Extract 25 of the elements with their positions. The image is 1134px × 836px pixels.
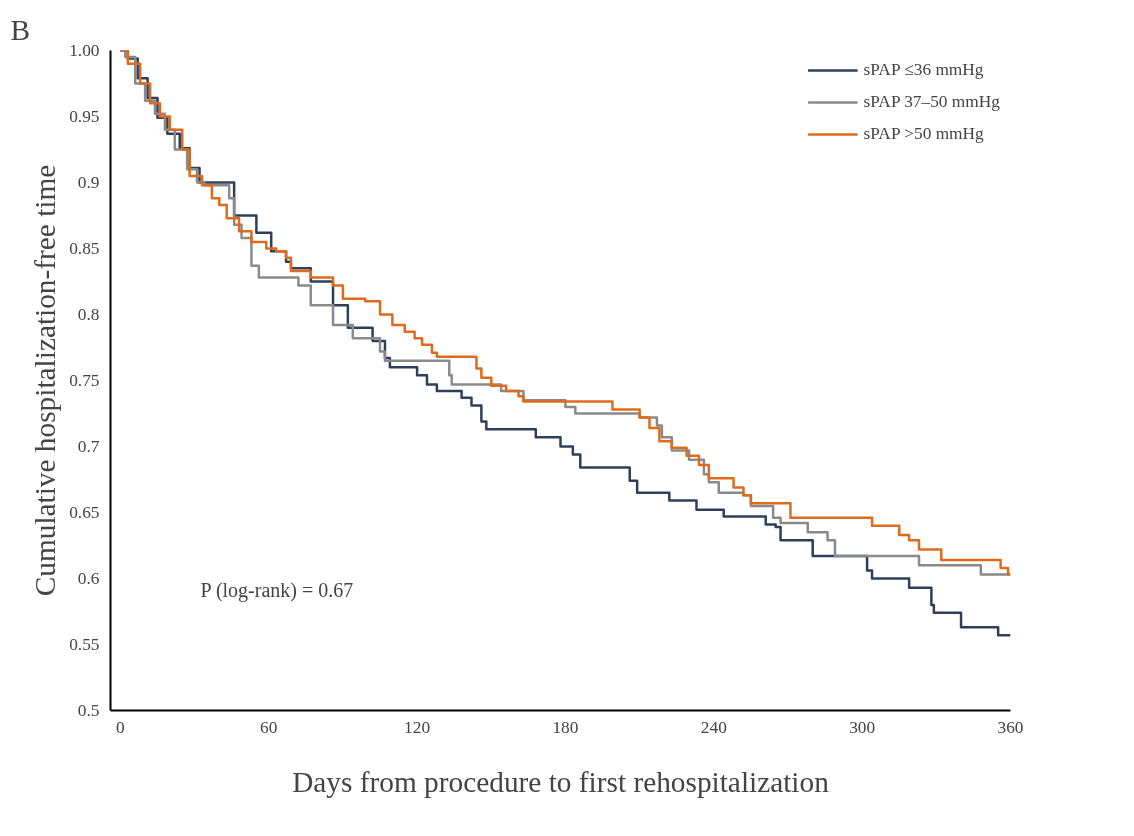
y-tick-label: 0.8 [77,305,100,324]
x-tick-label: 60 [260,717,278,737]
x-tick-label: 180 [552,717,579,737]
x-tick-label: 240 [700,717,727,737]
x-tick-label: 300 [849,717,876,737]
y-tick-label: 0.7 [77,437,100,456]
x-axis-title: Days from procedure to first rehospitalization [292,765,830,798]
legend-label: sPAP ≤36 mmHg [863,60,984,80]
annotation: P (log-rank) = 0.67 [200,578,354,602]
y-tick-label: 0.6 [77,569,100,588]
x-tick-label: 0 [116,717,125,737]
y-axis-title: Cumulative hospitalization-free time [29,164,62,597]
y-tick-label: 0.5 [77,701,100,720]
y-tick-label: 0.55 [69,635,100,654]
y-tick-label: 0.75 [69,371,100,390]
chart-title: B [10,13,31,46]
y-tick-label: 0.85 [69,239,100,258]
y-tick-label: 0.9 [77,173,100,192]
x-tick-label: 120 [404,717,431,737]
legend-label: sPAP >50 mmHg [863,124,984,144]
y-tick-label: 1.00 [69,41,100,60]
y-tick-label: 0.95 [69,107,100,126]
legend-label: sPAP 37–50 mmHg [863,92,1000,112]
y-tick-label: 0.65 [69,503,100,522]
x-tick-label: 360 [997,717,1024,737]
